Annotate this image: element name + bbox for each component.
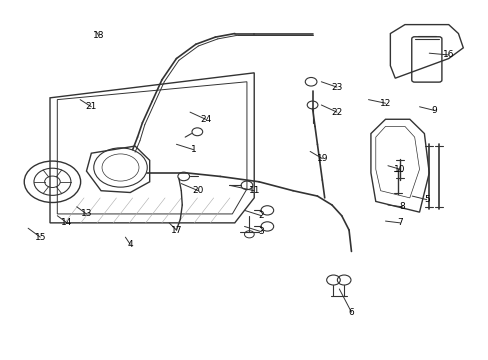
Text: 18: 18: [93, 31, 104, 40]
Text: 23: 23: [330, 83, 342, 92]
Text: 17: 17: [170, 225, 182, 234]
Text: 20: 20: [192, 186, 203, 195]
Text: 4: 4: [127, 240, 133, 249]
Text: 13: 13: [81, 210, 92, 219]
Text: 16: 16: [442, 50, 453, 59]
Text: 11: 11: [248, 186, 260, 195]
Text: 9: 9: [430, 106, 436, 115]
Text: 2: 2: [258, 211, 264, 220]
Text: 1: 1: [190, 145, 196, 154]
Text: 10: 10: [393, 165, 405, 174]
Text: 8: 8: [399, 202, 405, 211]
Text: 22: 22: [330, 108, 342, 117]
Text: 19: 19: [316, 154, 327, 163]
Text: 7: 7: [396, 219, 402, 228]
Text: 14: 14: [61, 219, 73, 228]
Text: 3: 3: [258, 227, 264, 236]
Text: 5: 5: [423, 195, 429, 204]
Text: 24: 24: [200, 115, 211, 124]
Text: 12: 12: [379, 99, 390, 108]
Text: 15: 15: [35, 233, 46, 242]
Text: 21: 21: [85, 102, 97, 111]
Text: 6: 6: [348, 308, 354, 317]
